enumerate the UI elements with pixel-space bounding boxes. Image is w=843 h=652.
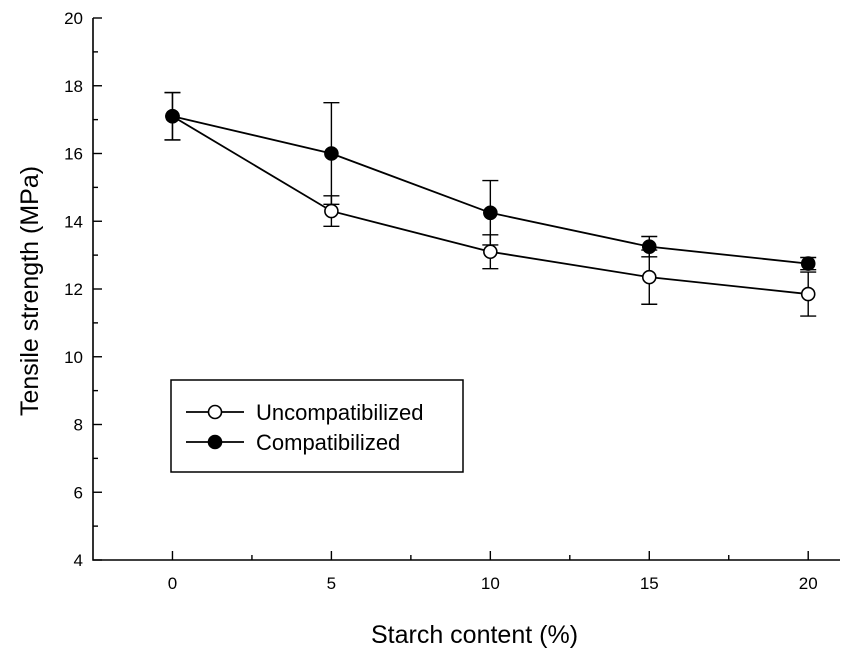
x-tick-label: 5: [327, 574, 336, 593]
axis-frame: [92, 18, 840, 561]
legend-marker: [207, 404, 223, 420]
y-axis-title: Tensile strength (MPa): [16, 166, 44, 416]
data-point: [641, 269, 657, 285]
x-axis-title: Starch content (%): [371, 621, 578, 649]
y-tick-label: 20: [64, 9, 83, 28]
x-tick-label: 0: [168, 574, 177, 593]
y-tick-label: 8: [74, 416, 83, 435]
y-tick-label: 12: [64, 280, 83, 299]
data-point: [641, 239, 657, 254]
x-tick-label: 20: [799, 574, 818, 593]
series-compatibilized: [164, 91, 817, 271]
x-tick-label: 10: [481, 574, 500, 593]
series-layer: [164, 91, 817, 317]
y-tick-label: 16: [64, 145, 83, 164]
data-point: [483, 244, 498, 260]
x-tick-label: 15: [640, 574, 659, 593]
legend-label: Uncompatibilized: [256, 400, 424, 425]
y-tick-label: 10: [64, 348, 83, 367]
legend-box: [170, 379, 464, 473]
y-tick-label: 18: [64, 77, 83, 96]
data-point: [483, 205, 498, 221]
legend-marker: [207, 434, 223, 450]
y-tick-label: 4: [74, 551, 83, 570]
data-point: [324, 146, 339, 161]
data-point: [800, 286, 816, 302]
data-point: [800, 256, 816, 271]
y-tick-label: 14: [64, 212, 83, 231]
data-point: [324, 203, 339, 219]
legend: Uncompatibilized Compatibilized: [170, 379, 464, 473]
legend-label: Compatibilized: [256, 430, 400, 455]
data-point: [165, 108, 180, 124]
axes: 4 6 8 10 12 14 16 18 20 0 5 10 15 20: [64, 9, 840, 593]
y-tick-label: 6: [74, 483, 83, 502]
